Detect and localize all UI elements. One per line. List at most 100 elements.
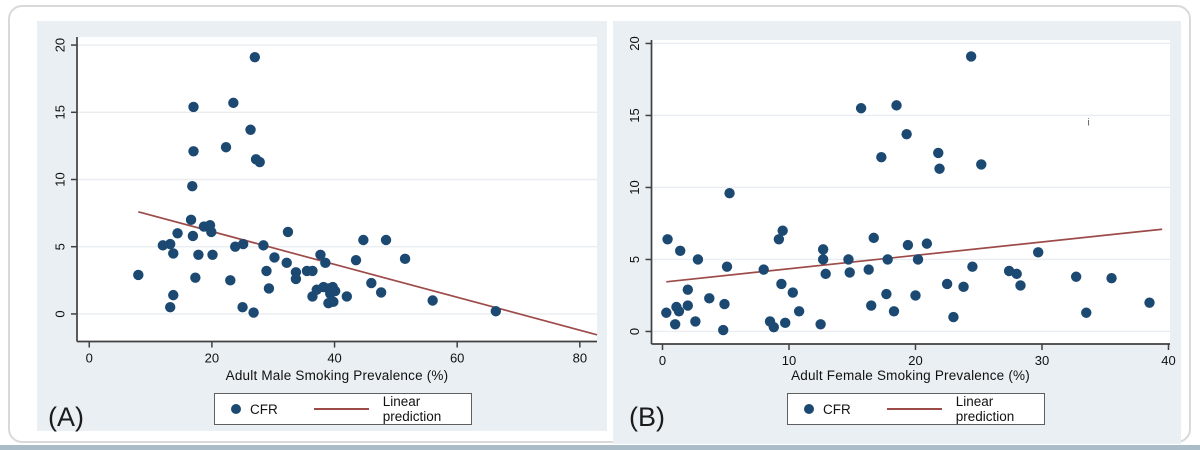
legend-marker-icon (231, 404, 241, 414)
scatter-point (320, 257, 331, 269)
scatter-point (934, 163, 945, 174)
panel-a-x-axis-title: Adult Male Smoking Prevalence (%) (225, 368, 449, 383)
scatter-point (721, 261, 733, 272)
scatter-point (282, 226, 294, 238)
legend-marker-label: CFR (250, 401, 278, 417)
scatter-point (888, 306, 900, 317)
x-tick-label: 40 (327, 351, 341, 366)
scatter-point (868, 232, 879, 244)
scatter-point (690, 316, 701, 327)
panel-b-plot: i 0 5 10 15 20 0 10 20 30 40 (627, 36, 1176, 368)
scatter-point (172, 228, 183, 239)
panel-b-corner-label: (B) (629, 402, 665, 432)
scatter-point (863, 264, 874, 275)
y-tick-label: 15 (52, 105, 67, 119)
trend-line (666, 228, 1163, 283)
scatter-point (948, 311, 959, 323)
x-tick-label: 0 (86, 351, 93, 366)
scatter-point (380, 234, 392, 246)
scatter-point (187, 181, 198, 192)
x-tick-label: 60 (450, 351, 464, 366)
panel-a-corner-label: (A) (48, 402, 84, 432)
scatter-point (220, 142, 232, 153)
scatter-point (780, 317, 791, 329)
x-tick-label: 0 (659, 353, 666, 368)
scatter-point (719, 298, 730, 310)
plot-area (651, 40, 1170, 344)
legend-line-label: Linear prediction (382, 394, 442, 424)
panel-a: 0 5 10 15 20 0 20 40 60 80 Adult Male Smoking Pre… (37, 21, 607, 432)
scatter-point (366, 277, 377, 289)
scatter-point (902, 239, 914, 251)
scatter-point (341, 291, 353, 302)
scatter-point (165, 238, 176, 250)
scatter-point (1070, 271, 1082, 282)
scatter-point (673, 306, 685, 317)
scatter-point (399, 253, 411, 265)
scatter-point (263, 283, 275, 294)
scatter-point (281, 257, 292, 269)
scatter-point (941, 278, 953, 290)
x-tick-label: 20 (908, 353, 922, 368)
scatter-point (193, 249, 204, 260)
scatter-point (793, 306, 805, 317)
scatter-point (261, 265, 272, 277)
scatter-point (844, 267, 855, 278)
x-tick-label: 30 (1035, 353, 1049, 368)
scatter-point (168, 248, 179, 259)
scatter-point (662, 234, 673, 245)
scatter-point (188, 101, 199, 113)
scatter-point (168, 289, 179, 301)
scatter-point (876, 152, 887, 163)
scatter-point (891, 100, 902, 111)
scatter-point (675, 245, 686, 257)
scatter-point (206, 226, 217, 238)
scatter-point (881, 288, 892, 300)
panel-b: i 0 5 10 15 20 0 10 20 30 40 Adult Female Smoking … (613, 21, 1181, 444)
y-tick-label: 20 (627, 36, 642, 50)
scatter-point (933, 147, 944, 159)
scatter-point (290, 273, 302, 285)
scatter-point (669, 319, 681, 330)
scatter-point (328, 296, 339, 308)
scatter-point (1015, 280, 1026, 291)
scatter-point (965, 51, 977, 62)
scatter-point (427, 295, 438, 306)
y-tick-label: 0 (627, 328, 642, 335)
scatter-point (307, 265, 318, 277)
scatter-point (315, 249, 326, 260)
legend-line-icon (886, 408, 942, 410)
panel-b-x-axis-title: Adult Female Smoking Prevalence (%) (791, 368, 1030, 383)
scatter-point (269, 252, 280, 263)
y-tick-label: 10 (52, 172, 67, 186)
y-tick-label: 15 (627, 108, 642, 122)
scatter-point (787, 287, 798, 298)
scatter-point (976, 159, 987, 170)
x-tick-label: 20 (205, 351, 219, 366)
scatter-point (258, 240, 269, 251)
scatter-point (777, 225, 788, 236)
scatter-point (225, 275, 236, 286)
scatter-point (237, 238, 249, 250)
legend-line-label: Linear prediction (955, 394, 1015, 424)
scatter-point (254, 156, 265, 168)
scatter-point (188, 146, 199, 157)
scatter-point (866, 300, 877, 311)
scatter-point (1144, 297, 1155, 308)
scatter-point (358, 234, 369, 246)
scatter-point (185, 214, 197, 226)
panel-a-plot: 0 5 10 15 20 0 20 40 60 80 (52, 37, 598, 366)
scatter-point (375, 287, 387, 298)
scatter-point (1106, 272, 1117, 284)
scatter-point (682, 284, 694, 295)
scatter-point (967, 261, 978, 272)
scatter-point (230, 241, 241, 252)
scatter-point (248, 307, 259, 318)
scatter-point (855, 103, 867, 114)
x-tick-label: 40 (1161, 353, 1175, 368)
scatter-point (133, 269, 144, 281)
scatter-point (1011, 268, 1022, 280)
scatter-point (207, 249, 218, 260)
legend-line-icon (313, 408, 369, 410)
scatter-point (958, 281, 969, 293)
